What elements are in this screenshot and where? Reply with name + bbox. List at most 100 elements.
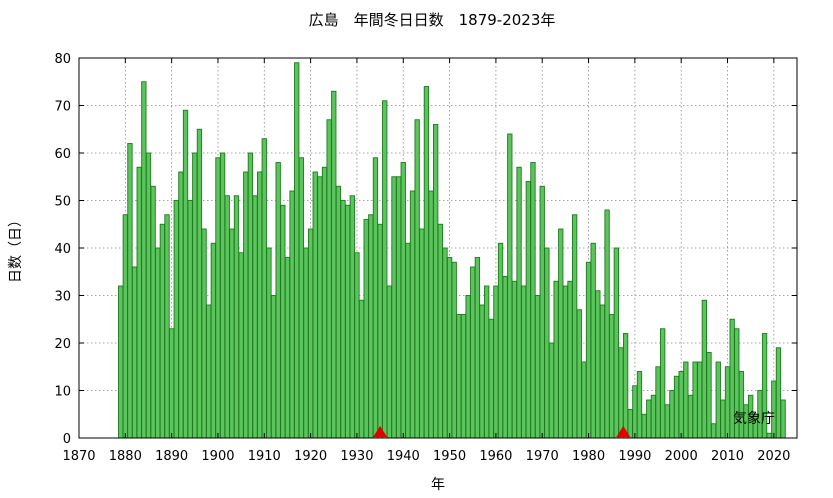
bar-1901 [219, 152, 226, 439]
bar-1919 [303, 247, 309, 439]
bar-1924 [326, 119, 332, 439]
y-tick-label: 80 [54, 52, 71, 67]
bar-1950 [446, 257, 453, 439]
bar-1894 [187, 200, 193, 439]
y-tick-label: 60 [54, 147, 71, 162]
bar-1956 [474, 257, 481, 439]
bar-1963 [507, 133, 513, 439]
chart-title: 広島 年間冬日日数 1879-2023年 [309, 11, 556, 29]
bar-1985 [609, 314, 615, 439]
x-tick-label: 1970 [526, 449, 559, 464]
bar-1923 [321, 166, 328, 439]
bar-1884 [141, 81, 147, 439]
bar-1907 [247, 152, 254, 439]
bar-1912 [270, 295, 277, 439]
bar-1916 [289, 190, 295, 439]
x-axis-ticks: 1870 1880 1890 1900 1910 1920 1930 1940 1950 1960… [62, 58, 790, 464]
bar-1952 [456, 314, 462, 439]
bar-2010 [724, 366, 731, 439]
bar-1988 [622, 333, 629, 439]
bar-1900 [215, 157, 221, 439]
x-tick-label: 1930 [340, 449, 373, 464]
bar-1933 [368, 214, 374, 439]
bar-1964 [511, 280, 518, 439]
x-tick-label: 1890 [155, 449, 188, 464]
bar-1948 [437, 223, 443, 439]
bar-1930 [354, 252, 360, 439]
bar-1881 [127, 143, 133, 439]
event-markers [373, 426, 631, 437]
bar-1909 [257, 171, 263, 439]
bar-1915 [284, 257, 291, 439]
bar-1962 [502, 276, 508, 439]
bar-1998 [669, 390, 675, 439]
bar-1953 [460, 314, 467, 439]
bar-1996 [660, 328, 666, 439]
bar-1978 [576, 309, 582, 439]
bar-1889 [164, 214, 170, 439]
bar-1972 [548, 342, 555, 439]
bar-1887 [155, 247, 161, 439]
bar-1911 [266, 247, 272, 439]
bar-1955 [470, 266, 476, 439]
bar-1945 [423, 86, 430, 439]
bar-1939 [395, 176, 402, 439]
bar-1981 [590, 242, 596, 439]
bar-1965 [516, 166, 522, 439]
bar-1905 [238, 252, 244, 439]
x-tick-label: 1980 [572, 449, 605, 464]
bar-1891 [173, 200, 179, 439]
bar-1896 [196, 128, 203, 439]
bar-1980 [585, 261, 592, 439]
bar-1960 [493, 285, 499, 439]
bar-1984 [604, 209, 610, 439]
bar-1879 [118, 285, 124, 439]
bar-1991 [636, 371, 643, 439]
bar-2007 [710, 423, 717, 439]
bar-1906 [243, 171, 249, 439]
bar-2004 [697, 361, 703, 439]
bar-1890 [168, 328, 175, 439]
bar-1918 [298, 157, 304, 439]
bar-1983 [599, 304, 606, 439]
bar-1954 [465, 295, 471, 439]
bar-1926 [335, 185, 342, 439]
bar-1975 [562, 285, 569, 439]
bar-1958 [483, 285, 490, 439]
bar-1944 [419, 228, 425, 439]
y-tick-label: 20 [54, 337, 71, 352]
x-tick-label: 1880 [109, 449, 142, 464]
bar-2019 [766, 432, 772, 439]
bar-1995 [655, 366, 661, 439]
bar-1969 [534, 295, 541, 439]
bar-1966 [521, 285, 527, 439]
bar-1999 [673, 375, 680, 439]
x-tick-label: 1990 [618, 449, 651, 464]
bar-1936 [382, 100, 388, 439]
bar-1914 [280, 204, 286, 439]
y-tick-label: 50 [54, 195, 71, 210]
bar-1931 [358, 299, 365, 439]
bar-1898 [206, 304, 212, 439]
bar-1895 [192, 152, 198, 439]
bar-1899 [210, 242, 216, 439]
bars [118, 62, 786, 439]
bar-1973 [553, 280, 559, 439]
bar-1934 [372, 157, 379, 439]
x-tick-label: 2000 [665, 449, 698, 464]
bar-1927 [340, 200, 346, 439]
y-tick-label: 40 [54, 242, 71, 257]
x-tick-label: 1910 [248, 449, 281, 464]
red-triangle-marker [373, 426, 388, 437]
bar-1908 [252, 195, 258, 439]
bar-1986 [613, 247, 619, 439]
bar-1885 [145, 152, 152, 439]
x-axis-label: 年 [431, 477, 445, 493]
bar-2002 [687, 394, 694, 439]
bar-2000 [678, 371, 684, 439]
x-tick-label: 1960 [479, 449, 512, 464]
bar-1967 [525, 181, 531, 439]
bar-2020 [771, 380, 777, 439]
bar-2021 [775, 347, 782, 439]
